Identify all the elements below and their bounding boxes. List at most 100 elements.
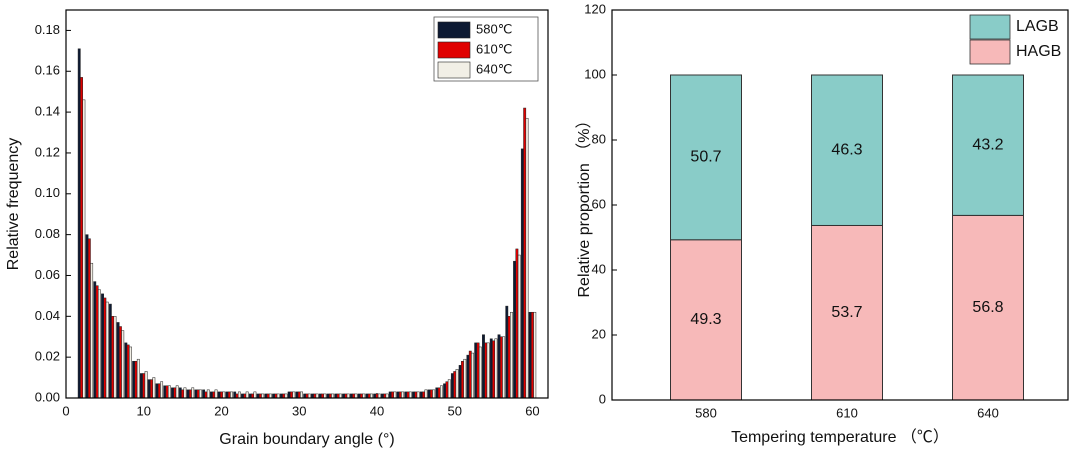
bar [274,393,278,399]
bar [499,336,503,399]
bar [531,311,534,399]
bar [150,379,153,399]
bar [295,391,299,399]
bar [349,393,353,399]
bar [175,385,179,399]
bar [458,365,462,399]
bar [362,393,366,399]
bar [342,393,345,399]
bar [264,393,268,399]
bar [528,311,532,399]
bar [297,391,301,399]
bar [136,358,140,399]
legend-label: 610℃ [476,41,512,56]
x-tick-label: 640 [977,405,999,420]
bar [326,393,330,399]
bar [334,393,338,399]
bar [424,389,428,399]
bar [412,391,415,399]
x-tick-label: 20 [214,403,228,418]
bar [450,373,454,399]
value-label: 49.3 [690,311,721,328]
legend-swatch [437,61,471,79]
bar [77,48,81,399]
bar [375,393,379,399]
bar [209,391,213,399]
bar [220,391,223,399]
bar [352,393,356,399]
legend-swatch [969,14,1011,40]
bar [126,344,130,399]
bar [391,391,394,399]
bar [204,391,208,399]
bar [119,326,122,399]
bar-segment [952,214,1024,401]
bar [183,387,187,399]
bar [494,338,498,399]
y-tick-label: 0.16 [35,63,60,78]
bar-segment [670,74,742,241]
bar [515,248,519,399]
bar [206,389,210,399]
bar [124,342,128,399]
bar [416,391,420,399]
bar [87,238,91,399]
value-label: 53.7 [831,304,862,321]
bar [377,393,381,399]
x-axis-label: Grain boundary angle (°) [219,431,394,448]
bar [253,391,257,399]
bar [373,393,377,399]
bar [181,389,185,399]
bar [453,371,457,399]
bar [266,393,270,399]
bar [313,393,317,399]
bar [437,387,441,399]
bar [305,393,309,399]
bar [292,391,296,399]
bar [486,342,490,399]
legend-label: LAGB [1016,18,1059,35]
bar [346,393,350,399]
bar [492,340,495,399]
bar [284,393,288,399]
bar [230,391,234,399]
y-tick-label: 120 [584,1,606,16]
y-tick-label: 40 [592,261,606,276]
bar [279,393,283,399]
legend-label: HAGB [1016,43,1061,60]
bar [214,389,218,399]
legend-swatch [437,41,471,59]
bar [315,393,319,399]
bar [245,391,249,399]
bar [357,393,361,399]
bar [167,385,171,399]
bar [157,383,161,399]
bar [406,391,410,399]
bar [427,389,431,399]
bar [370,393,373,399]
bar [261,393,265,399]
bar [116,322,120,399]
bar [507,316,511,399]
bar [471,352,475,399]
bar [525,117,529,399]
bar [111,316,115,399]
bar [290,391,293,399]
bar-segment [952,74,1024,216]
x-tick-label: 40 [370,403,384,418]
bar [303,393,307,399]
bar [188,389,192,399]
bar [155,383,159,399]
bar [251,393,254,399]
bar [194,389,198,399]
y-tick-label: 60 [592,196,606,211]
bar [85,234,89,399]
bar [435,387,439,399]
bar [152,377,156,399]
bar [287,391,291,399]
y-tick-label: 0.06 [35,267,60,282]
bar-segment [811,224,883,401]
bar [165,385,169,399]
bar [360,393,363,399]
